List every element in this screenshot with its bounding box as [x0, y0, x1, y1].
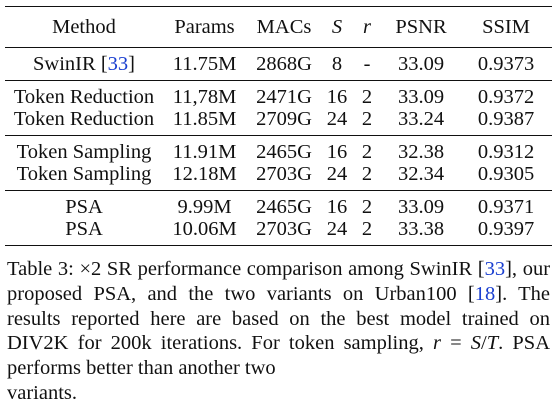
cell-psnr: 32.34: [397, 163, 445, 185]
cell-method: Token Sampling: [5, 135, 163, 163]
cell-params: 12.18M: [172, 163, 237, 185]
caption-last-line: variants.: [7, 381, 78, 404]
cell-psnr: 33.09: [382, 190, 460, 218]
caption-text-1: ×2 SR performance comparison among SwinI…: [79, 258, 485, 280]
citation-link[interactable]: 18: [474, 282, 496, 305]
citation-link[interactable]: 33: [107, 53, 129, 75]
table-row-swinir: SwinIR [33] 11.75M 2868G 8 - 33.09 0.937…: [5, 47, 552, 81]
cell-s: 24: [326, 108, 348, 130]
table-row-token-reduction-1: Token Reduction 11,78M 2471G 16 2 33.09 …: [5, 80, 552, 108]
math-equals: =: [440, 332, 471, 355]
cell-method: PSA: [5, 190, 163, 218]
cell-params: 11.85M: [172, 108, 237, 130]
cell-ssim: 0.9387: [477, 108, 535, 130]
cell-method: SwinIR [33]: [5, 47, 163, 81]
cell-psnr: 33.24: [397, 108, 445, 130]
cell-r: 2: [361, 108, 373, 130]
cell-method: Token Reduction: [13, 108, 155, 130]
cell-s: 8: [322, 47, 352, 81]
table-caption: Table 3: ×2 SR performance comparison am…: [7, 257, 550, 406]
cell-method: PSA: [5, 218, 163, 246]
method-name: SwinIR: [33, 53, 96, 75]
table-row-psa-1: PSA 9.99M 2465G 16 2 33.09 0.9371: [5, 190, 552, 218]
table-row-token-sampling-1: Token Sampling 11.91M 2465G 16 2 32.38 0…: [5, 135, 552, 163]
cell-params: 11.91M: [163, 135, 246, 163]
caption-text-2: ], our proposed PSA, and the two variant…: [7, 258, 551, 305]
cell-s: 24: [322, 218, 352, 246]
table-header-row: Method Params MACs S r PSNR SSIM: [5, 6, 552, 48]
cell-ssim: 0.9373: [460, 47, 552, 81]
cell-macs: 2703G: [256, 163, 312, 185]
cell-params: 10.06M: [163, 218, 246, 246]
header-method: Method: [5, 6, 163, 48]
header-ssim: SSIM: [460, 6, 552, 48]
results-table: Method Params MACs S r PSNR SSIM SwinIR …: [5, 6, 552, 246]
cell-method: Token Reduction: [5, 80, 163, 108]
caption-text-4: . PSA performs better than another two: [7, 332, 550, 380]
header-r: r: [352, 6, 382, 48]
cell-method: Token Sampling: [16, 163, 152, 185]
cell-s: 16: [322, 135, 352, 163]
cell-ssim: 0.9305: [477, 163, 535, 185]
citation-link[interactable]: 33: [484, 258, 506, 280]
caption-text-3: ]. The results reported here are based o…: [7, 282, 551, 355]
cell-s: 24: [326, 163, 348, 185]
math-slash: /: [481, 332, 487, 355]
cell-r: -: [352, 47, 382, 81]
cell-macs: 2703G: [246, 218, 322, 246]
cell-macs: 2709G: [256, 108, 312, 130]
table-row-token-reduction-2: Token Reduction 11.85M 2709G 24 2 33.24 …: [5, 108, 552, 136]
cell-ssim: 0.9372: [460, 80, 552, 108]
math-r: r: [432, 332, 441, 355]
cell-psnr: 33.38: [382, 218, 460, 246]
header-psnr: PSNR: [382, 6, 460, 48]
caption-label: Table 3:: [7, 258, 74, 280]
cell-s: 16: [322, 190, 352, 218]
cell-r: 2: [352, 218, 382, 246]
cell-s: 16: [322, 80, 352, 108]
cell-r: 2: [352, 135, 382, 163]
cell-params: 9.99M: [163, 190, 246, 218]
cell-params: 11.75M: [163, 47, 246, 81]
cell-ssim: 0.9397: [460, 218, 552, 246]
cell-psnr: 33.09: [382, 47, 460, 81]
table-row-psa-2: PSA 10.06M 2703G 24 2 33.38 0.9397: [5, 218, 552, 246]
math-t: T: [486, 332, 499, 355]
cell-macs: 2471G: [246, 80, 322, 108]
cell-r: 2: [352, 80, 382, 108]
cell-psnr: 33.09: [382, 80, 460, 108]
table-row-token-sampling-2: Token Sampling 12.18M 2703G 24 2 32.34 0…: [5, 163, 552, 191]
cell-ssim: 0.9371: [460, 190, 552, 218]
header-s: S: [322, 6, 352, 48]
math-s: S: [470, 332, 482, 355]
cell-macs: 2465G: [246, 135, 322, 163]
cell-macs: 2868G: [246, 47, 322, 81]
results-table-container: Method Params MACs S r PSNR SSIM SwinIR …: [5, 6, 552, 246]
cell-macs: 2465G: [246, 190, 322, 218]
cell-params: 11,78M: [163, 80, 246, 108]
cell-psnr: 32.38: [382, 135, 460, 163]
cell-ssim: 0.9312: [460, 135, 552, 163]
header-params: Params: [163, 6, 246, 48]
cell-r: 2: [361, 163, 373, 185]
header-macs: MACs: [246, 6, 322, 48]
cell-r: 2: [352, 190, 382, 218]
